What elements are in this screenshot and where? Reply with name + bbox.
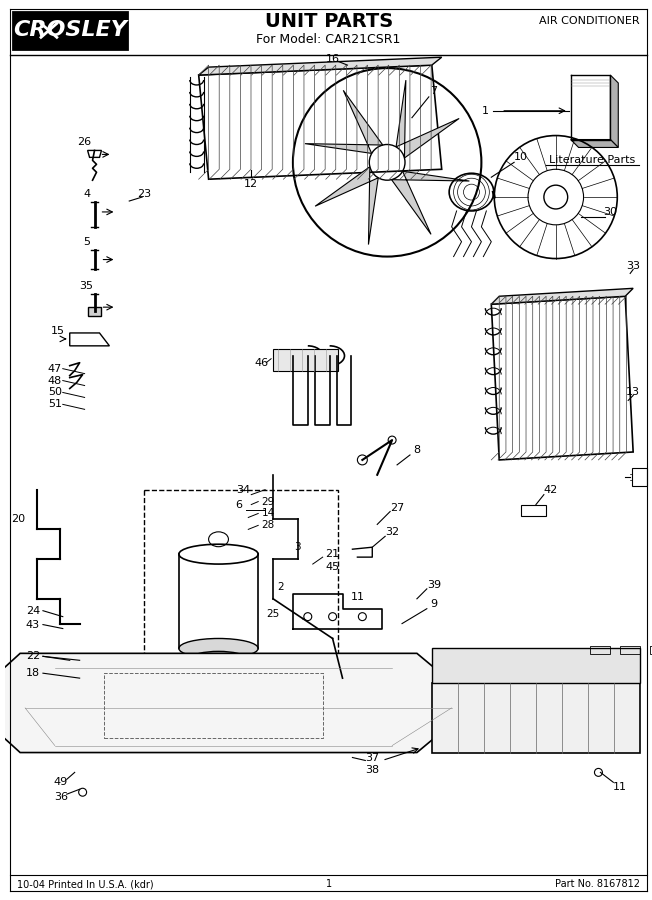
Bar <box>144 490 338 663</box>
Text: 28: 28 <box>261 520 274 530</box>
Text: 34: 34 <box>236 485 250 495</box>
Text: 20: 20 <box>11 515 25 525</box>
Polygon shape <box>87 307 102 316</box>
Text: 48: 48 <box>48 375 62 385</box>
Text: 27: 27 <box>390 502 404 512</box>
Text: Literature Parts: Literature Parts <box>550 156 636 166</box>
Text: 35: 35 <box>80 282 94 292</box>
Polygon shape <box>492 288 633 304</box>
Text: 11: 11 <box>350 592 364 602</box>
Text: 38: 38 <box>365 765 379 776</box>
Polygon shape <box>0 653 477 752</box>
Text: 5: 5 <box>83 237 90 247</box>
Circle shape <box>186 662 195 670</box>
Text: 42: 42 <box>544 485 558 495</box>
Text: 14: 14 <box>261 508 274 518</box>
Text: 32: 32 <box>385 527 399 537</box>
Text: 39: 39 <box>426 580 441 590</box>
Text: 3: 3 <box>295 542 301 553</box>
Text: 24: 24 <box>25 606 40 616</box>
Bar <box>273 349 338 371</box>
Text: 13: 13 <box>626 388 640 398</box>
Text: 25: 25 <box>267 608 280 618</box>
Text: Part No. 8167812: Part No. 8167812 <box>555 879 640 889</box>
Text: 46: 46 <box>254 357 268 368</box>
Text: 47: 47 <box>48 364 62 374</box>
Text: 10: 10 <box>514 152 528 162</box>
Polygon shape <box>396 80 459 158</box>
Ellipse shape <box>191 652 246 665</box>
Text: 33: 33 <box>626 262 640 272</box>
Polygon shape <box>315 166 378 245</box>
Text: 10-04 Printed In U.S.A. (kdr): 10-04 Printed In U.S.A. (kdr) <box>17 879 154 889</box>
Text: 23: 23 <box>137 189 151 199</box>
Polygon shape <box>570 140 618 148</box>
Text: 2: 2 <box>278 582 284 592</box>
Polygon shape <box>199 58 441 75</box>
Bar <box>521 505 546 517</box>
Text: 9: 9 <box>430 598 437 608</box>
Bar <box>620 646 640 654</box>
Polygon shape <box>391 171 469 234</box>
Text: 21: 21 <box>325 549 340 559</box>
Circle shape <box>243 662 250 670</box>
Circle shape <box>215 662 222 670</box>
Polygon shape <box>432 648 640 683</box>
Text: 45: 45 <box>325 562 340 572</box>
Text: 4: 4 <box>83 189 90 199</box>
Bar <box>650 646 652 654</box>
Text: 43: 43 <box>26 619 40 630</box>
Text: UNIT PARTS: UNIT PARTS <box>265 12 393 31</box>
Text: 37: 37 <box>365 752 379 762</box>
Text: 6: 6 <box>235 500 242 509</box>
Text: 12: 12 <box>244 179 258 189</box>
Text: For Model: CAR21CSR1: For Model: CAR21CSR1 <box>256 32 401 46</box>
FancyBboxPatch shape <box>13 12 127 50</box>
Text: 11: 11 <box>614 782 627 792</box>
Bar <box>632 468 647 486</box>
Text: 7: 7 <box>430 86 437 96</box>
Text: 15: 15 <box>51 326 65 336</box>
Text: 1: 1 <box>325 879 332 889</box>
Text: 30: 30 <box>603 207 617 217</box>
Ellipse shape <box>179 638 258 658</box>
Text: 49: 49 <box>53 778 68 788</box>
Text: 8: 8 <box>413 445 421 455</box>
Text: 36: 36 <box>54 792 68 802</box>
Text: 22: 22 <box>25 652 40 662</box>
Text: 18: 18 <box>26 668 40 679</box>
Text: 50: 50 <box>48 388 62 398</box>
Text: 16: 16 <box>325 54 340 64</box>
Text: 1: 1 <box>481 106 488 116</box>
Polygon shape <box>305 90 383 153</box>
Polygon shape <box>432 683 640 752</box>
Text: 26: 26 <box>78 138 92 148</box>
Text: CROSLEY: CROSLEY <box>13 21 126 40</box>
Bar <box>591 646 610 654</box>
Text: 29: 29 <box>261 497 274 507</box>
Polygon shape <box>610 75 618 148</box>
Text: AIR CONDITIONER: AIR CONDITIONER <box>539 16 640 26</box>
Text: 51: 51 <box>48 400 62 410</box>
